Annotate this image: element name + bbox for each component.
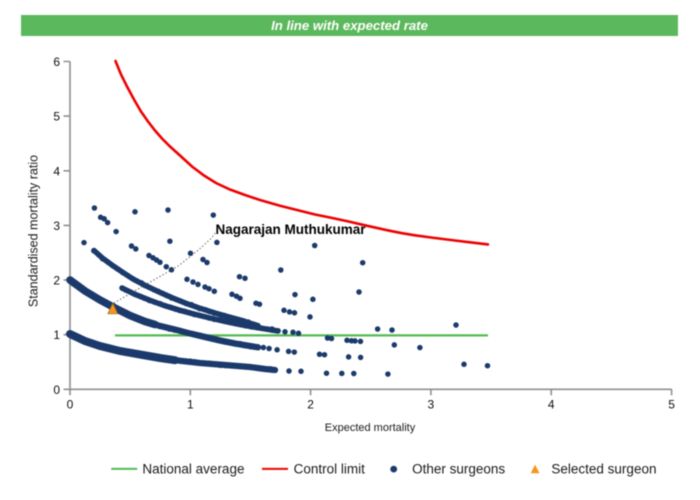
- svg-text:6: 6: [53, 55, 60, 69]
- svg-text:Other surgeons: Other surgeons: [412, 461, 505, 476]
- svg-text:3: 3: [53, 219, 60, 233]
- svg-text:4: 4: [53, 164, 60, 178]
- svg-text:2: 2: [53, 274, 60, 288]
- svg-text:0: 0: [53, 383, 60, 397]
- svg-text:4: 4: [548, 398, 555, 412]
- svg-text:3: 3: [428, 398, 435, 412]
- svg-text:National average: National average: [142, 461, 244, 476]
- svg-text:5: 5: [668, 398, 675, 412]
- svg-text:2: 2: [307, 398, 314, 412]
- svg-text:Nagarajan Muthukumar: Nagarajan Muthukumar: [216, 222, 367, 237]
- svg-text:Selected surgeon: Selected surgeon: [551, 461, 656, 476]
- svg-text:1: 1: [187, 398, 194, 412]
- svg-text:5: 5: [53, 110, 60, 124]
- svg-text:Expected mortality: Expected mortality: [325, 422, 416, 434]
- svg-text:Standardised mortality ratio: Standardised mortality ratio: [27, 155, 41, 307]
- svg-text:1: 1: [53, 328, 60, 342]
- svg-text:0: 0: [67, 398, 74, 412]
- svg-text:Control limit: Control limit: [294, 461, 366, 476]
